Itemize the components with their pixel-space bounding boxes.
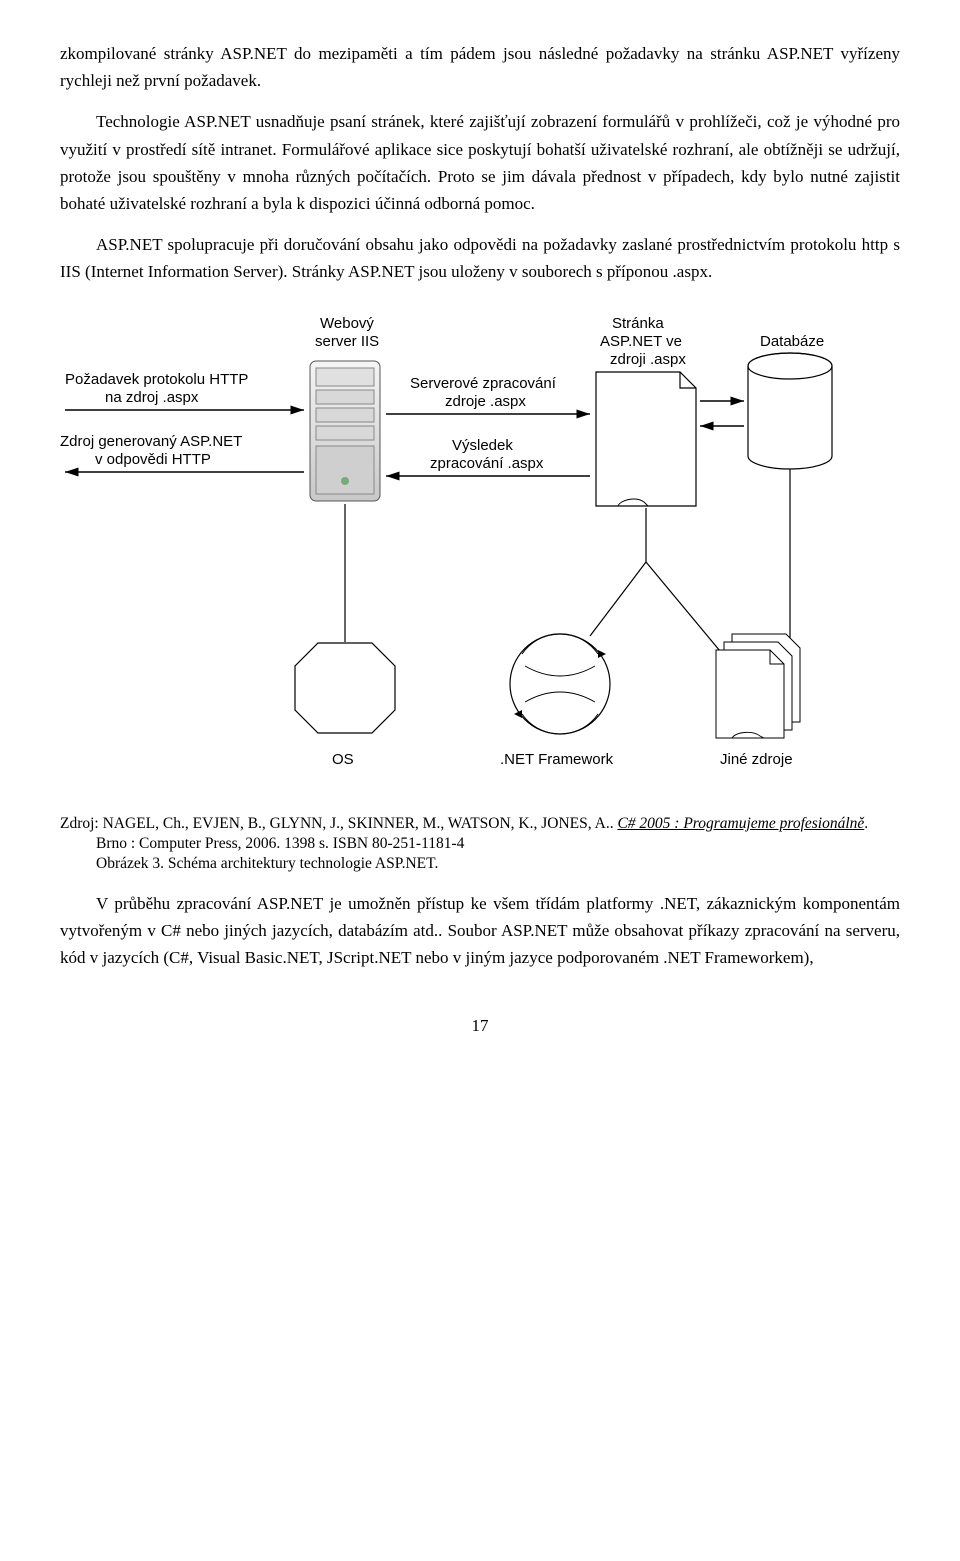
paragraph-4: V průběhu zpracování ASP.NET je umožněn … [60,890,900,972]
server-label-1: Webový [320,315,374,332]
response-label-2: v odpovědi HTTP [95,451,211,468]
server-proc-label-1: Serverové zpracování [410,375,557,392]
server-proc-label-2: zdroje .aspx [445,393,526,410]
os-label: OS [332,751,354,768]
page-label-1: Stránka [612,315,664,332]
citation-prefix: Zdroj: NAGEL, Ch., EVJEN, B., GLYNN, J.,… [60,815,617,832]
page-label-3: zdroji .aspx [610,351,686,368]
netfw-label: .NET Framework [500,751,614,768]
netfw-icon [510,633,610,733]
database-icon [748,353,832,469]
paragraph-2: Technologie ASP.NET usnadňuje psaní strá… [60,108,900,217]
figure-caption: Obrázek 3. Schéma architektury technolog… [96,855,438,872]
citation-title: C# 2005 : Programujeme profesionálně [617,815,864,832]
page-number: 17 [60,1012,900,1039]
citation-block: Zdroj: NAGEL, Ch., EVJEN, B., GLYNN, J.,… [60,814,900,874]
page-diag-line-1 [590,562,646,636]
page-diag-line-2 [646,562,720,651]
page-icon [596,372,696,506]
database-label: Databáze [760,333,824,350]
proc-result-label-2: zpracování .aspx [430,455,544,472]
paragraph-1: zkompilované stránky ASP.NET do mezipamě… [60,40,900,94]
paragraph-3: ASP.NET spolupracuje při doručování obsa… [60,231,900,285]
server-icon [310,361,380,501]
request-label-1: Požadavek protokolu HTTP [65,371,248,388]
os-icon [295,643,395,733]
response-label-1: Zdroj generovaný ASP.NET [60,433,242,450]
architecture-diagram: Webový server IIS Požadavek protokolu HT… [60,306,900,784]
proc-result-label-1: Výsledek [452,437,513,454]
server-label-2: server IIS [315,333,379,350]
other-sources-icon [716,634,800,738]
request-label-2: na zdroj .aspx [105,389,199,406]
other-sources-label: Jiné zdroje [720,751,793,768]
page-label-2: ASP.NET ve [600,333,682,350]
